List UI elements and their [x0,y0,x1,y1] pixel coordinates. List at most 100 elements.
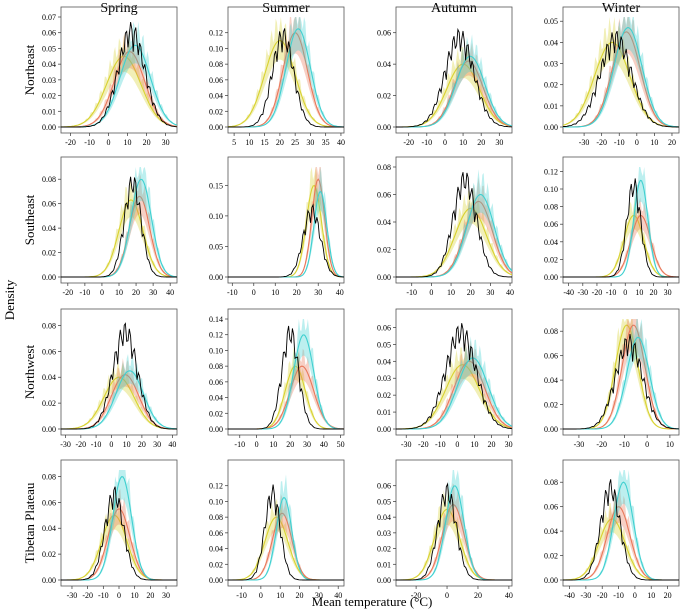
x-tick-label: 20 [477,138,485,147]
plot-area [61,470,177,581]
y-tick-label: 0.08 [209,362,223,371]
y-tick-label: 0.05 [377,497,391,506]
y-tick-label: 0.04 [544,38,558,47]
x-tick-label: 0 [645,440,649,449]
x-tick-label: 40 [166,288,174,297]
panel-frame [60,308,178,436]
x-tick-label: -20 [82,591,93,600]
season-title: Winter [602,1,641,16]
panel-tibetan-plateau-autumn: -20 0 20 40 0.00 0.01 0.02 0.03 0.04 0.05 0.06 [377,459,513,600]
region-title: Southeast [22,194,37,245]
y-tick-label: 0.00 [544,123,558,132]
band-cyan [396,34,512,127]
x-tick-label: 20 [138,440,146,449]
plot-area [396,323,512,430]
y-tick-label: 0.08 [42,175,56,184]
x-tick-label: 0 [109,440,113,449]
x-tick-label: 40 [320,440,328,449]
band-cyan [61,470,177,580]
band-red [228,493,344,580]
y-tick-label: 0.04 [209,394,223,403]
y-tick-label: 0.06 [42,29,56,38]
x-tick-label: 10 [470,440,478,449]
y-tick-label: 0.02 [209,107,223,116]
x-tick-label: 10 [635,288,643,297]
x-tick-label: 40 [505,591,513,600]
line-observed [228,203,344,278]
y-tick-label: 0.08 [544,327,558,336]
line-cyan [396,55,512,128]
x-tick-label: 10 [131,591,139,600]
line-cyan [396,357,512,430]
y-tick-label: 0.01 [544,102,558,111]
plot-area [563,319,679,430]
panel-northeast-summer: 5 10 15 20 25 30 35 40 0.00 0.02 0.04 0.06 0.08 0.10 0… [209,6,345,147]
x-tick-label: -30 [401,440,412,449]
y-tick-label: 0.02 [42,550,56,559]
panel-southeast-spring: -20 -10 0 10 20 30 40 0.00 0.02 0.04 0.06 0.08 [42,156,178,297]
y-tick-label: 0.00 [42,123,56,132]
y-tick-label: 0.05 [377,340,391,349]
x-tick-label: -10 [227,288,238,297]
plot-area [228,17,344,128]
x-tick-label: 10 [666,440,674,449]
x-tick-label: 0 [635,138,639,147]
x-tick-label: -20 [596,440,607,449]
y-tick-label: 0.05 [42,44,56,53]
y-tick-label: 0.12 [209,482,223,491]
band-yellow [563,196,679,277]
band-cyan [228,319,344,429]
plot-area [563,167,679,278]
x-tick-label: -30 [67,591,78,600]
y-tick-label: 0.02 [544,552,558,561]
x-tick-label: -10 [606,288,617,297]
y-axis-label: Density [2,279,17,320]
region-title: Tibetan Plateau [22,482,37,563]
y-tick-label: 0.06 [544,352,558,361]
y-tick-label: 0.02 [42,249,56,258]
y-tick-label: 0.02 [377,391,391,400]
x-tick-label: 20 [474,591,482,600]
plot-area [563,17,679,128]
x-tick-label: 30 [303,440,311,449]
x-tick-label: 30 [314,288,322,297]
x-tick-label: 10 [271,288,279,297]
band-yellow [396,188,512,277]
x-tick-label: -20 [597,591,608,600]
x-tick-label: 0 [259,591,263,600]
x-tick-label: 10 [115,288,123,297]
band-red [61,358,177,429]
x-tick-label: 0 [107,138,111,147]
y-tick-label: 0.00 [209,576,223,585]
y-tick-label: 0.04 [377,60,391,69]
x-tick-label: 20 [286,440,294,449]
panel-frame [562,459,680,587]
line-observed [61,486,177,581]
panel-northeast-autumn: -20 -10 0 10 20 30 0.00 0.02 0.04 0.06 [377,6,513,147]
y-tick-label: 0.08 [377,163,391,172]
panel-frame [562,156,680,284]
x-tick-label: 10 [447,288,455,297]
y-tick-label: 0.04 [377,357,391,366]
y-tick-label: 0.04 [42,224,56,233]
x-tick-label: 15 [261,138,269,147]
y-tick-label: 0.06 [377,482,391,491]
y-tick-label: 0.02 [42,92,56,101]
y-tick-label: 0.06 [377,323,391,332]
band-red [61,488,177,580]
band-cyan [61,353,177,429]
x-tick-label: 40 [168,440,176,449]
line-cyan [563,179,679,278]
y-tick-label: 0.15 [209,181,223,190]
y-tick-label: 0.10 [209,497,223,506]
x-tick-label: -10 [421,138,432,147]
x-tick-label: 0 [117,591,121,600]
y-tick-label: 0.00 [42,576,56,585]
x-tick-label: 40 [334,591,342,600]
band-cyan [396,169,512,277]
x-tick-label: 35 [322,138,330,147]
x-tick-label: 20 [143,138,151,147]
x-tick-label: -20 [596,138,607,147]
x-tick-label: 0 [252,288,256,297]
y-tick-label: 0.08 [209,513,223,522]
